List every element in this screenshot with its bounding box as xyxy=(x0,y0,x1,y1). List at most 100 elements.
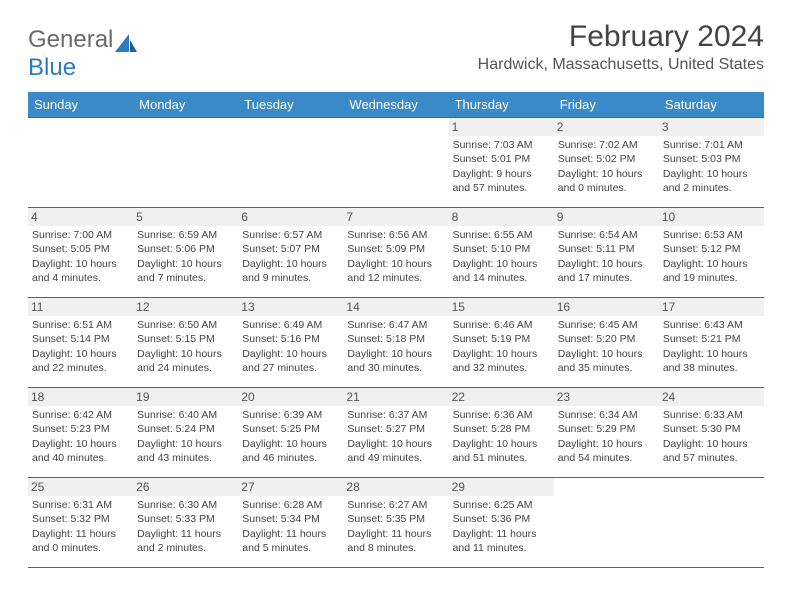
daylight-text: Daylight: 10 hours and 46 minutes. xyxy=(242,437,339,465)
calendar-cell: 26Sunrise: 6:30 AMSunset: 5:33 PMDayligh… xyxy=(133,478,238,568)
calendar-cell: 1 Sunrise: 7:03 AMSunset: 5:01 PMDaylight… xyxy=(449,118,554,208)
daylight-text: Daylight: 11 hours and 2 minutes. xyxy=(137,527,234,555)
sunrise-text: Sunrise: 6:49 AM xyxy=(242,318,339,332)
sunset-text: Sunset: 5:15 PM xyxy=(137,332,234,346)
daylight-text: Daylight: 10 hours and 14 minutes. xyxy=(453,257,550,285)
daylight-text: Daylight: 10 hours and 2 minutes. xyxy=(663,167,760,195)
daylight-text: Daylight: 10 hours and 24 minutes. xyxy=(137,347,234,375)
day-number: 1 xyxy=(449,118,554,136)
sunrise-text: Sunrise: 6:40 AM xyxy=(137,408,234,422)
calendar-cell: 21 Sunrise: 6:37 AMSunset: 5:27 PMDayligh… xyxy=(343,388,448,478)
daylight-text: Daylight: 11 hours and 5 minutes. xyxy=(242,527,339,555)
page-title: February 2024 xyxy=(478,20,764,54)
calendar-cell: 7Sunrise: 6:56 AMSunset: 5:09 PMDaylight… xyxy=(343,208,448,298)
calendar-cell: 5Sunrise: 6:59 AMSunset: 5:06 PMDaylight… xyxy=(133,208,238,298)
daylight-text: Daylight: 10 hours and 27 minutes. xyxy=(242,347,339,375)
daylight-text: Daylight: 10 hours and 54 minutes. xyxy=(558,437,655,465)
sunrise-text: Sunrise: 6:47 AM xyxy=(347,318,444,332)
calendar-cell: 18Sunrise: 6:42 AMSunset: 5:23 PMDayligh… xyxy=(28,388,133,478)
daylight-text: Daylight: 11 hours and 11 minutes. xyxy=(453,527,550,555)
sunrise-text: Sunrise: 7:03 AM xyxy=(453,138,550,152)
day-number: 2 xyxy=(554,118,659,136)
sunset-text: Sunset: 5:28 PM xyxy=(453,422,550,436)
calendar-cell: 19Sunrise: 6:40 AMSunset: 5:24 PMDayligh… xyxy=(133,388,238,478)
sunrise-text: Sunrise: 6:34 AM xyxy=(558,408,655,422)
day-number: 8 xyxy=(449,208,554,226)
daylight-text: Daylight: 10 hours and 9 minutes. xyxy=(242,257,339,285)
day-number: 16 xyxy=(554,298,659,316)
calendar-cell: 25Sunrise: 6:31 AMSunset: 5:32 PMDayligh… xyxy=(28,478,133,568)
sunset-text: Sunset: 5:16 PM xyxy=(242,332,339,346)
day-info: Sunrise: 6:43 AMSunset: 5:21 PMDaylight:… xyxy=(663,318,760,375)
sunrise-text: Sunrise: 6:28 AM xyxy=(242,498,339,512)
day-info: Sunrise: 6:57 AMSunset: 5:07 PMDaylight:… xyxy=(242,228,339,285)
sunrise-text: Sunrise: 6:43 AM xyxy=(663,318,760,332)
daylight-text: Daylight: 10 hours and 43 minutes. xyxy=(137,437,234,465)
sunrise-text: Sunrise: 6:25 AM xyxy=(453,498,550,512)
day-info: Sunrise: 6:55 AMSunset: 5:10 PMDaylight:… xyxy=(453,228,550,285)
sunrise-text: Sunrise: 6:36 AM xyxy=(453,408,550,422)
sunrise-text: Sunrise: 6:57 AM xyxy=(242,228,339,242)
day-number: 22 xyxy=(449,388,554,406)
day-number: 14 xyxy=(343,298,448,316)
day-info: Sunrise: 6:34 AMSunset: 5:29 PMDaylight:… xyxy=(558,408,655,465)
sunset-text: Sunset: 5:35 PM xyxy=(347,512,444,526)
sunrise-text: Sunrise: 6:45 AM xyxy=(558,318,655,332)
sunset-text: Sunset: 5:30 PM xyxy=(663,422,760,436)
day-number: 4 xyxy=(28,208,133,226)
day-info: Sunrise: 6:27 AMSunset: 5:35 PMDaylight:… xyxy=(347,498,444,555)
daylight-text: Daylight: 10 hours and 35 minutes. xyxy=(558,347,655,375)
sunrise-text: Sunrise: 6:59 AM xyxy=(137,228,234,242)
daylight-text: Daylight: 10 hours and 40 minutes. xyxy=(32,437,129,465)
day-number: 25 xyxy=(28,478,133,496)
calendar-cell-empty: . xyxy=(133,118,238,208)
daylight-text: Daylight: 10 hours and 22 minutes. xyxy=(32,347,129,375)
day-info: Sunrise: 6:46 AMSunset: 5:19 PMDaylight:… xyxy=(453,318,550,375)
day-number: 9 xyxy=(554,208,659,226)
day-info: Sunrise: 6:53 AMSunset: 5:12 PMDaylight:… xyxy=(663,228,760,285)
calendar-cell: 12Sunrise: 6:50 AMSunset: 5:15 PMDayligh… xyxy=(133,298,238,388)
daylight-text: Daylight: 10 hours and 49 minutes. xyxy=(347,437,444,465)
calendar-cell: 29Sunrise: 6:25 AMSunset: 5:36 PMDayligh… xyxy=(449,478,554,568)
calendar-week-row: ....1Sunrise: 7:03 AMSunset: 5:01 PMDayl… xyxy=(28,118,764,208)
day-info: Sunrise: 6:50 AMSunset: 5:15 PMDaylight:… xyxy=(137,318,234,375)
calendar-table: Sunday Monday Tuesday Wednesday Thursday… xyxy=(28,92,764,568)
day-number: 29 xyxy=(449,478,554,496)
sunrise-text: Sunrise: 6:42 AM xyxy=(32,408,129,422)
day-info: Sunrise: 7:02 AMSunset: 5:02 PMDaylight:… xyxy=(558,138,655,195)
day-info: Sunrise: 7:03 AMSunset: 5:01 PMDaylight:… xyxy=(453,138,550,195)
daylight-text: Daylight: 10 hours and 17 minutes. xyxy=(558,257,655,285)
calendar-cell: 14 Sunrise: 6:47 AMSunset: 5:18 PMDayligh… xyxy=(343,298,448,388)
calendar-cell: 6Sunrise: 6:57 AMSunset: 5:07 PMDaylight… xyxy=(238,208,343,298)
day-number: 15 xyxy=(449,298,554,316)
calendar-week-row: 18Sunrise: 6:42 AMSunset: 5:23 PMDayligh… xyxy=(28,388,764,478)
sunset-text: Sunset: 5:06 PM xyxy=(137,242,234,256)
day-info: Sunrise: 6:54 AMSunset: 5:11 PMDaylight:… xyxy=(558,228,655,285)
day-number: 3 xyxy=(659,118,764,136)
day-info: Sunrise: 6:37 AMSunset: 5:27 PMDaylight:… xyxy=(347,408,444,465)
day-info: Sunrise: 6:47 AMSunset: 5:18 PMDaylight:… xyxy=(347,318,444,375)
sunset-text: Sunset: 5:34 PM xyxy=(242,512,339,526)
day-number: 21 xyxy=(343,388,448,406)
dayheader-tuesday: Tuesday xyxy=(238,92,343,118)
calendar-cell: 13Sunrise: 6:49 AMSunset: 5:16 PMDayligh… xyxy=(238,298,343,388)
sunrise-text: Sunrise: 6:56 AM xyxy=(347,228,444,242)
day-number: 17 xyxy=(659,298,764,316)
dayheader-wednesday: Wednesday xyxy=(343,92,448,118)
day-number: 5 xyxy=(133,208,238,226)
sunrise-text: Sunrise: 6:39 AM xyxy=(242,408,339,422)
logo-sail-icon xyxy=(115,31,137,49)
day-number: 27 xyxy=(238,478,343,496)
dayheader-sunday: Sunday xyxy=(28,92,133,118)
day-info: Sunrise: 6:28 AMSunset: 5:34 PMDaylight:… xyxy=(242,498,339,555)
daylight-text: Daylight: 10 hours and 19 minutes. xyxy=(663,257,760,285)
sunset-text: Sunset: 5:10 PM xyxy=(453,242,550,256)
logo-text-general: General xyxy=(28,26,113,54)
day-number: 7 xyxy=(343,208,448,226)
daylight-text: Daylight: 10 hours and 12 minutes. xyxy=(347,257,444,285)
sunset-text: Sunset: 5:14 PM xyxy=(32,332,129,346)
calendar-cell: 22Sunrise: 6:36 AMSunset: 5:28 PMDayligh… xyxy=(449,388,554,478)
sunset-text: Sunset: 5:12 PM xyxy=(663,242,760,256)
daylight-text: Daylight: 10 hours and 0 minutes. xyxy=(558,167,655,195)
daylight-text: Daylight: 10 hours and 57 minutes. xyxy=(663,437,760,465)
